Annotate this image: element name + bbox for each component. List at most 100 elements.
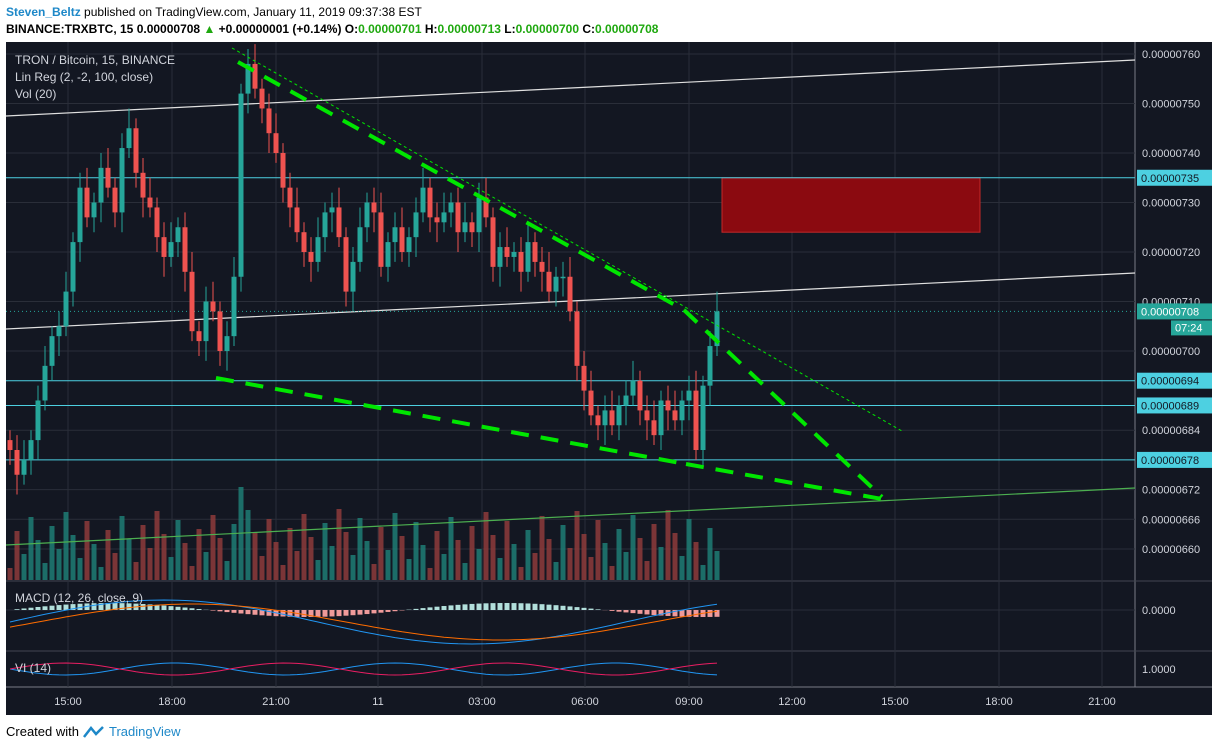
macd-histogram-bar [343, 610, 349, 616]
price-chart[interactable]: 15:00 18:00 21:00 11 03:00 06:00 09:00 12:00 15:… [6, 42, 1212, 715]
x-tick-label: 06:00 [571, 696, 599, 708]
x-tick-label: 12:00 [778, 696, 806, 708]
x-tick-label: 18:00 [985, 696, 1013, 708]
volume-bar [714, 551, 720, 580]
y-tick-label: 0.00000760 [1142, 49, 1200, 61]
macd-histogram-bar [126, 603, 132, 610]
macd-histogram-bar [322, 610, 328, 617]
macd-histogram-bar [189, 608, 195, 610]
volume-bar [357, 518, 363, 580]
candle-body [385, 242, 391, 267]
volume-bar [308, 537, 314, 580]
y-tick-label: 0.00000750 [1142, 99, 1200, 111]
candle-body [56, 326, 62, 337]
candle-body [154, 207, 160, 238]
volume-bar [154, 511, 160, 580]
candle-body [427, 187, 433, 218]
volume-bar [21, 554, 27, 580]
volume-bar [252, 533, 258, 580]
price-change: +0.00000001 (+0.14%) [218, 22, 342, 36]
candle-body [476, 197, 482, 233]
macd-histogram-bar [35, 606, 41, 610]
candle-body [189, 271, 195, 332]
price-level-label: 0.00000689 [1141, 400, 1199, 412]
volume-bar [147, 548, 153, 580]
candle-body [175, 227, 181, 243]
volume-bar [217, 538, 223, 580]
macd-histogram-bar [301, 610, 307, 617]
volume-bar [35, 540, 41, 580]
open-label: O: [344, 22, 359, 36]
candle-body [602, 410, 608, 426]
volume-bar [427, 568, 433, 580]
volume-bar [546, 539, 552, 580]
candle-body [42, 365, 48, 401]
chart-frame[interactable]: 15:00 18:00 21:00 11 03:00 06:00 09:00 12:00 15:… [6, 42, 1212, 715]
volume-bar [420, 545, 426, 580]
macd-histogram-bar [525, 603, 531, 610]
legend-title: TRON / Bitcoin, 15, BINANCE [15, 53, 176, 67]
volume-bar [273, 542, 279, 580]
volume-bar [553, 562, 559, 580]
volume-bar [497, 558, 503, 580]
candle-body [350, 261, 356, 292]
macd-histogram-bar [672, 610, 678, 617]
volume-bar [175, 520, 181, 580]
candle-body [98, 167, 104, 203]
volume-bar [49, 526, 55, 580]
support-trendline-lower [215, 376, 687, 466]
publish-line: Steven_Beltz published on TradingView.co… [6, 5, 422, 19]
candle-body [315, 237, 321, 262]
volume-bar [378, 527, 384, 580]
volume-bar [315, 560, 321, 580]
candle-body [147, 197, 153, 208]
candle-body [616, 405, 622, 426]
candle-body [700, 385, 706, 450]
candle-body [21, 459, 27, 475]
candle-body [420, 187, 426, 213]
macd-histogram-bar [336, 610, 342, 617]
x-tick-label: 21:00 [262, 696, 290, 708]
x-tick-label: 11 [372, 696, 383, 708]
volume-bar [700, 565, 706, 580]
created-with: Created with [6, 724, 79, 739]
countdown-tag [1171, 320, 1212, 336]
macd-histogram-bar [539, 604, 545, 610]
volume-bar [161, 534, 167, 580]
volume-bar [133, 562, 139, 580]
macd-histogram-bar [175, 606, 181, 610]
macd-histogram-bar [364, 610, 370, 615]
macd-histogram-bar [518, 603, 524, 610]
candle-body [322, 212, 328, 238]
macd-histogram-bar [714, 610, 720, 617]
close-value: 0.00000708 [595, 22, 659, 36]
macd-histogram-bar [448, 605, 454, 610]
y-tick-label: 0.00000700 [1142, 346, 1200, 358]
candle-body [210, 301, 216, 312]
volume-bar [399, 536, 405, 580]
volume-bar [105, 530, 111, 580]
author-link[interactable]: Steven_Beltz [6, 5, 81, 19]
candle-body [28, 440, 34, 460]
legend-vi: VI (14) [15, 661, 52, 675]
volume-bar [385, 550, 391, 580]
macd-histogram-bar [588, 608, 594, 610]
volume-bar [434, 531, 440, 580]
macd-histogram-bar [350, 610, 356, 616]
candle-body [49, 336, 55, 366]
volume-bar [259, 556, 265, 580]
linreg-lower-line [6, 487, 1136, 546]
candle-body [707, 346, 713, 386]
volume-bar [469, 526, 475, 580]
macd-histogram-bar [245, 610, 251, 615]
candle-body [259, 88, 265, 109]
macd-histogram-bar [483, 603, 489, 610]
candle-body [63, 291, 69, 327]
macd-histogram-bar [651, 610, 657, 616]
volume-bar [7, 568, 13, 580]
candle-body [399, 227, 405, 252]
volume-bar [392, 513, 398, 580]
candle-body [301, 232, 307, 252]
y-tick-label: 0.00000666 [1142, 514, 1200, 526]
tradingview-brand[interactable]: TradingView [108, 724, 181, 739]
